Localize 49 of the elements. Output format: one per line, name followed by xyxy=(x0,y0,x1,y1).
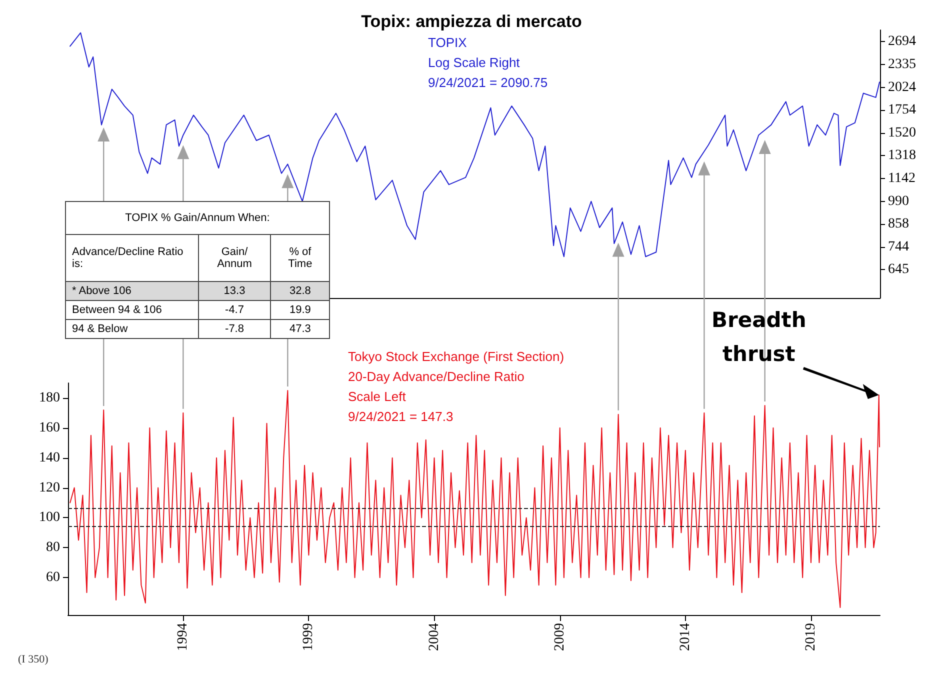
y-tick-label: 140 xyxy=(39,450,60,466)
x-axis-title: (I 350) xyxy=(18,654,49,666)
chart-title: Topix: ampiezza di mercato xyxy=(361,12,582,31)
x-tick-label: 2004 xyxy=(426,623,442,651)
y-tick-label: 180 xyxy=(39,390,60,406)
data-label: 32.8 xyxy=(270,282,330,300)
annotation: 9/24/2021 = 147.3 xyxy=(348,409,454,424)
x-tick-label: 2014 xyxy=(678,623,693,651)
series-label: Gain/ Annum xyxy=(198,234,271,282)
x-tick-label: 1994 xyxy=(176,623,191,651)
y-tick-label: 744 xyxy=(888,239,909,254)
category-label: 94 & Below xyxy=(66,320,198,338)
annotation: Advance/Decline Ratio is: xyxy=(66,234,198,282)
y-tick-label: 1142 xyxy=(888,171,916,186)
y-tick-label: 645 xyxy=(888,262,909,278)
y-tick-label: 2335 xyxy=(888,57,916,72)
data-label: -4.7 xyxy=(198,300,271,320)
data-label: 13.3 xyxy=(198,282,271,300)
text: TOPIX % Gain/Annum When: xyxy=(66,202,330,234)
category-label: * Above 106 xyxy=(66,282,198,300)
annotation: Scale Left xyxy=(348,389,406,404)
text: Breadth thrust xyxy=(710,306,808,368)
y-tick-label: 990 xyxy=(888,194,909,209)
series-label: % of Time xyxy=(270,234,330,282)
annotation: 20-Day Advance/Decline Ratio xyxy=(348,369,524,384)
annotation: Log Scale Right xyxy=(428,55,520,70)
y-tick-label: 2024 xyxy=(888,80,916,95)
y-tick-label: 80 xyxy=(46,540,60,556)
y-tick-label: 1520 xyxy=(888,125,916,140)
y-tick-label: 1754 xyxy=(888,102,916,118)
data-label: 47.3 xyxy=(270,320,330,338)
y-tick-label: 1318 xyxy=(888,148,916,164)
y-tick-label: 120 xyxy=(39,480,60,496)
x-tick-label: 2019 xyxy=(803,623,818,651)
y-tick-label: 160 xyxy=(39,420,60,436)
x-tick-label: 2009 xyxy=(552,623,568,651)
y-tick-label: 858 xyxy=(888,216,909,232)
y-tick-label: 100 xyxy=(39,510,60,526)
y-tick-label: 2694 xyxy=(888,34,916,50)
annotation: 9/24/2021 = 2090.75 xyxy=(428,75,548,90)
data-label: 19.9 xyxy=(270,300,330,320)
x-tick-label: 1999 xyxy=(301,623,316,651)
data-label: -7.8 xyxy=(198,320,271,338)
y-tick-label: 60 xyxy=(46,570,60,586)
line-series xyxy=(70,32,880,258)
text: Tokyo Stock Exchange (First Section) xyxy=(348,349,564,364)
annotation: TOPIX xyxy=(428,35,468,50)
category-label: Between 94 & 106 xyxy=(66,300,198,320)
line-series xyxy=(70,390,880,608)
